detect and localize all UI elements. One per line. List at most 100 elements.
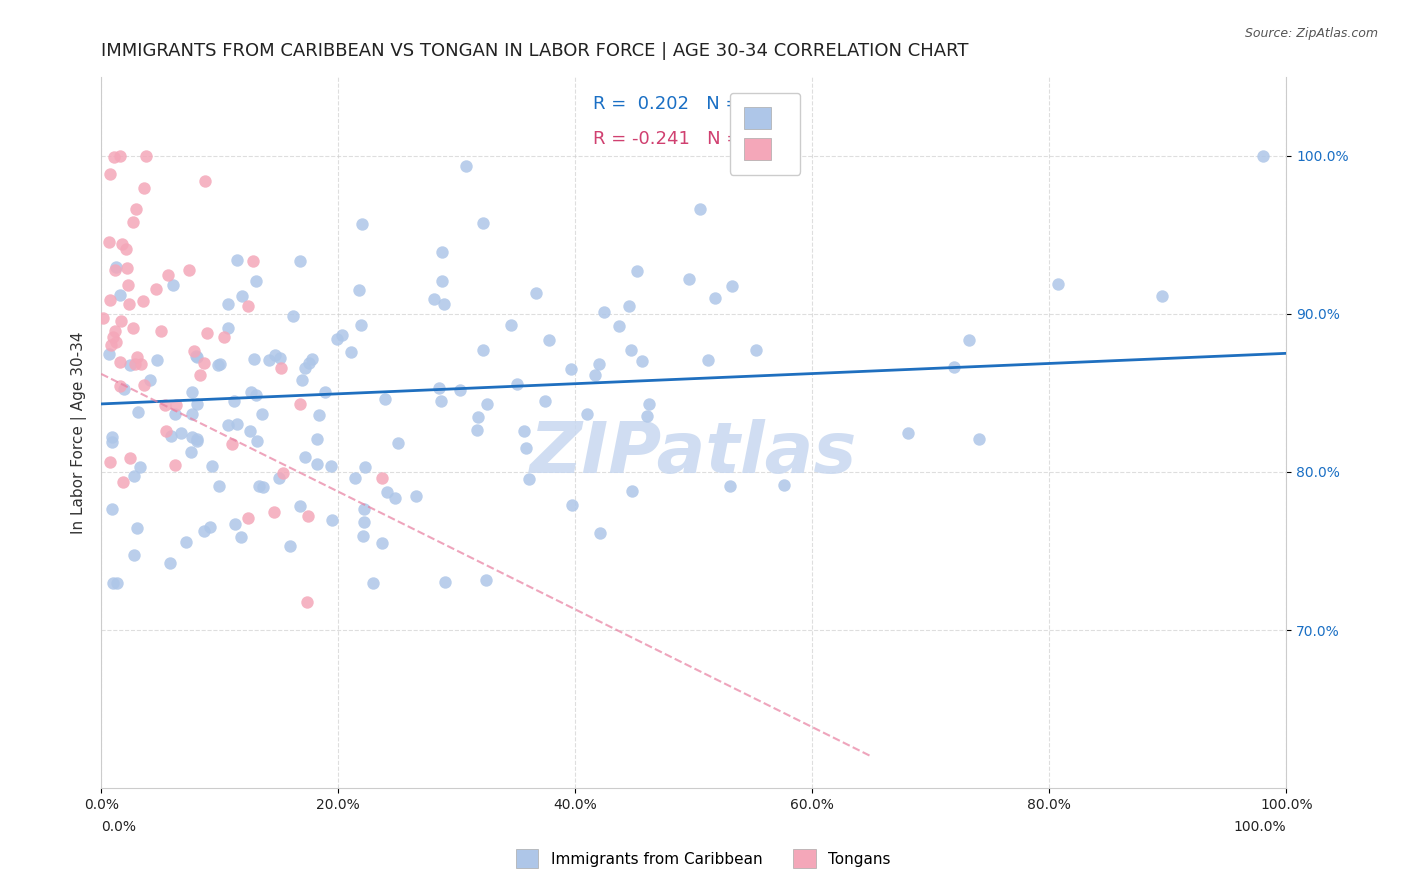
Point xyxy=(353,515,375,529)
Point xyxy=(350,217,373,231)
Text: Source: ZipAtlas.com: Source: ZipAtlas.com xyxy=(1244,27,1378,40)
Point xyxy=(340,345,363,359)
Point xyxy=(433,296,456,310)
Point xyxy=(387,436,409,450)
Point xyxy=(134,377,156,392)
Point xyxy=(370,471,392,485)
Point xyxy=(264,348,287,362)
Point xyxy=(263,505,285,519)
Point xyxy=(217,418,239,433)
Text: IMMIGRANTS FROM CARIBBEAN VS TONGAN IN LABOR FORCE | AGE 30-34 CORRELATION CHART: IMMIGRANTS FROM CARIBBEAN VS TONGAN IN L… xyxy=(101,42,969,60)
Point xyxy=(98,167,121,181)
Point xyxy=(626,263,648,277)
Point xyxy=(718,478,741,492)
Point xyxy=(103,150,125,164)
Point xyxy=(120,451,142,466)
Point xyxy=(129,459,152,474)
Point xyxy=(433,575,456,590)
Point xyxy=(117,278,139,293)
Point xyxy=(186,397,208,411)
Point xyxy=(326,332,349,346)
Point xyxy=(630,354,652,368)
Point xyxy=(288,499,311,513)
Point xyxy=(703,291,725,305)
Point xyxy=(217,297,239,311)
Point xyxy=(129,357,152,371)
Point xyxy=(288,253,311,268)
Point xyxy=(499,318,522,333)
Point xyxy=(214,330,236,344)
Point xyxy=(305,432,328,446)
Point xyxy=(330,327,353,342)
Point xyxy=(231,288,253,302)
Point xyxy=(112,383,135,397)
Point xyxy=(534,394,557,409)
Point xyxy=(294,361,316,376)
Point xyxy=(104,324,127,338)
Point xyxy=(236,299,259,313)
Point xyxy=(352,528,374,542)
Point xyxy=(314,384,336,399)
Point xyxy=(208,357,231,371)
Point xyxy=(180,445,202,459)
Point xyxy=(115,242,138,256)
Point xyxy=(236,511,259,525)
Point xyxy=(159,556,181,570)
Point xyxy=(229,530,252,544)
Point xyxy=(319,458,342,473)
Point xyxy=(155,424,177,438)
Point xyxy=(208,479,231,493)
Point xyxy=(98,455,121,469)
Point xyxy=(472,216,495,230)
Point xyxy=(427,381,450,395)
Point xyxy=(321,513,343,527)
Point xyxy=(245,388,267,402)
Point xyxy=(269,471,291,485)
Point xyxy=(97,347,120,361)
Point xyxy=(186,434,208,448)
Point xyxy=(150,324,173,338)
Point xyxy=(430,274,453,288)
Point xyxy=(513,424,536,438)
Point xyxy=(146,352,169,367)
Point xyxy=(111,236,134,251)
Point xyxy=(224,516,246,531)
Point xyxy=(620,484,643,499)
Point xyxy=(247,479,270,493)
Point xyxy=(101,502,124,516)
Point xyxy=(174,535,197,549)
Point xyxy=(243,351,266,366)
Point xyxy=(98,293,121,308)
Point xyxy=(110,149,132,163)
Point xyxy=(1046,277,1069,291)
Point xyxy=(252,480,274,494)
Point xyxy=(134,181,156,195)
Point xyxy=(125,202,148,216)
Point xyxy=(423,292,446,306)
Point xyxy=(308,408,330,422)
Point xyxy=(297,508,319,523)
Point xyxy=(188,368,211,382)
Point xyxy=(689,202,711,217)
Point xyxy=(745,343,768,357)
Point xyxy=(110,355,132,369)
Point xyxy=(122,548,145,562)
Point xyxy=(347,283,370,297)
Point xyxy=(239,424,262,438)
Point xyxy=(560,362,582,376)
Point xyxy=(111,475,134,489)
Point xyxy=(217,321,239,335)
Point xyxy=(252,407,274,421)
Point xyxy=(132,293,155,308)
Point xyxy=(361,575,384,590)
Point xyxy=(472,343,495,357)
Point xyxy=(430,394,453,409)
Point xyxy=(110,379,132,393)
Point xyxy=(474,573,496,587)
Point xyxy=(942,360,965,375)
Point xyxy=(298,356,321,370)
Point xyxy=(108,288,131,302)
Point xyxy=(375,485,398,500)
Point xyxy=(221,437,243,451)
Point xyxy=(91,311,114,326)
